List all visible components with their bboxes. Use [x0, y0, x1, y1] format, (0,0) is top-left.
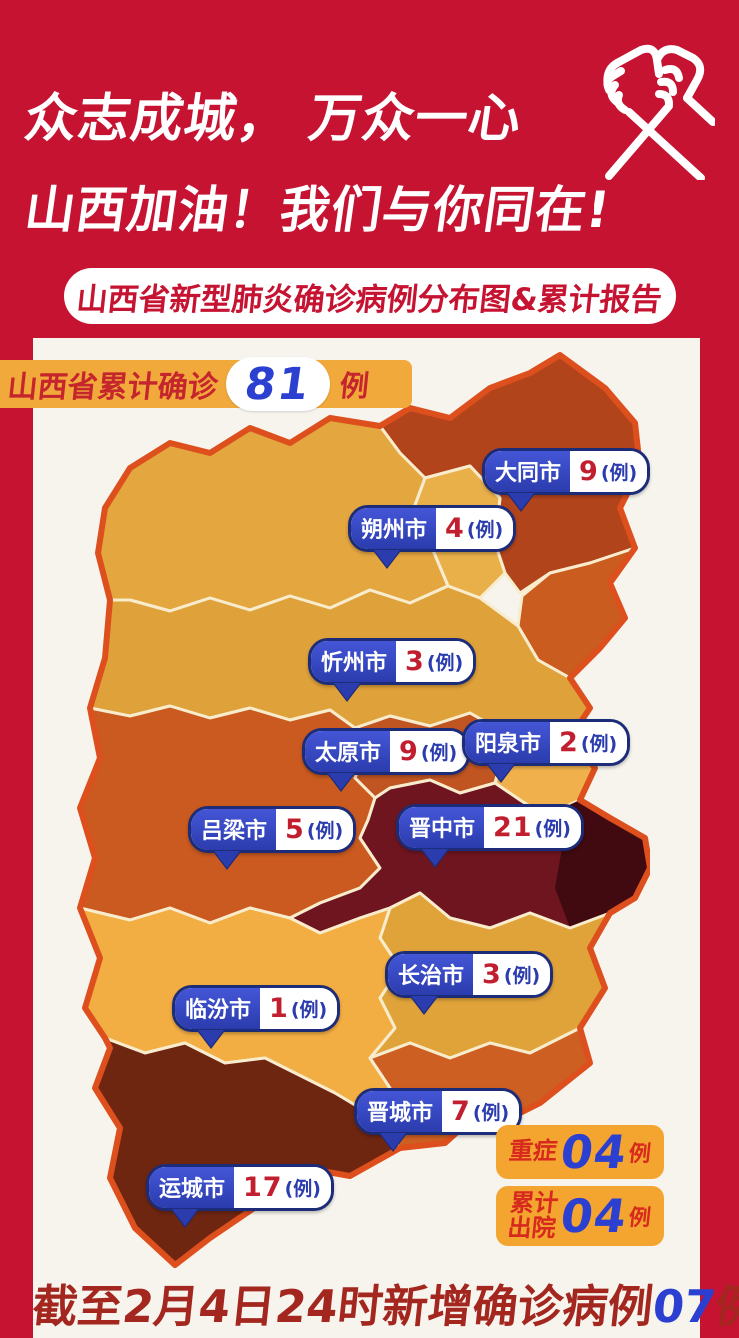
city-label-datong: 大同市 9 (例)	[482, 448, 651, 510]
city-count: 4	[445, 512, 465, 544]
city-name: 运城市	[149, 1167, 235, 1208]
city-unit: (例)	[472, 1101, 510, 1124]
city-unit: (例)	[426, 651, 464, 674]
label-pointer	[411, 996, 437, 1013]
city-label-yangquan: 阳泉市 2 (例)	[462, 719, 631, 781]
footer-banner: 截至2月4日24时新增确诊病例07例	[29, 1270, 739, 1335]
city-unit: (例)	[503, 964, 541, 987]
subtitle-text: 山西省新型肺炎确诊病例分布图&累计报告	[75, 281, 665, 318]
city-name: 大同市	[485, 451, 571, 492]
stat-unit: 例	[627, 1206, 653, 1231]
stat-count: 04	[557, 1125, 631, 1179]
label-pointer	[214, 851, 240, 868]
label-pointer	[198, 1030, 224, 1047]
city-unit: (例)	[284, 1177, 321, 1200]
city-count: 2	[559, 726, 579, 758]
city-unit: (例)	[466, 518, 504, 541]
label-pointer	[422, 849, 448, 866]
city-unit: (例)	[420, 741, 458, 764]
city-count: 9	[579, 455, 599, 487]
city-name: 朔州市	[351, 508, 437, 549]
city-unit: (例)	[580, 732, 618, 755]
city-count: 9	[399, 735, 419, 767]
city-unit: (例)	[306, 819, 344, 842]
clasped-hands-icon	[595, 30, 717, 184]
city-label-taiyuan: 太原市 9 (例)	[302, 728, 471, 790]
summary-count-pill: 81	[226, 357, 330, 411]
city-count: 3	[482, 958, 502, 990]
header-title-line2: 山西加油！我们与你同在!	[21, 181, 615, 239]
city-count: 1	[269, 992, 289, 1024]
summary-count: 81	[241, 358, 315, 410]
city-label-linfen: 临汾市 1 (例)	[172, 985, 341, 1047]
city-unit: (例)	[290, 998, 328, 1021]
stat-label: 累计 出院	[506, 1188, 560, 1242]
stat-count: 04	[557, 1189, 631, 1243]
stat-box-discharged: 累计 出院 04 例	[496, 1186, 664, 1246]
city-label-jincheng: 晋城市 7 (例)	[354, 1088, 523, 1150]
city-label-shuozhou: 朔州市 4 (例)	[348, 505, 517, 567]
city-label-yuncheng: 运城市 17 (例)	[146, 1164, 334, 1226]
city-unit: (例)	[600, 461, 638, 484]
summary-badge-label: 山西省累计确诊	[5, 370, 220, 405]
label-pointer	[380, 1133, 406, 1150]
label-pointer	[334, 683, 360, 700]
footer-count: 07	[650, 1280, 719, 1333]
label-pointer	[374, 550, 400, 567]
city-unit: (例)	[534, 817, 571, 840]
summary-unit: 例	[338, 369, 371, 403]
city-count: 17	[243, 1171, 283, 1203]
city-label-lvliang: 吕梁市 5 (例)	[188, 806, 357, 868]
city-name: 太原市	[305, 731, 391, 772]
city-count: 7	[451, 1095, 471, 1127]
stat-label: 重症	[507, 1137, 559, 1166]
city-label-changzhi: 长治市 3 (例)	[385, 951, 554, 1013]
city-name: 阳泉市	[465, 722, 551, 763]
city-label-jinzhong: 晋中市 21 (例)	[396, 804, 584, 866]
city-name: 忻州市	[311, 641, 397, 682]
city-name: 临汾市	[175, 988, 261, 1029]
province-outline	[77, 352, 650, 1268]
city-label-xinzhou: 忻州市 3 (例)	[308, 638, 477, 700]
city-name: 晋中市	[399, 807, 485, 848]
header-title-line1: 众志成城， 万众一心	[21, 89, 526, 149]
subtitle-banner: 山西省新型肺炎确诊病例分布图&累计报告	[64, 268, 676, 324]
stat-unit: 例	[627, 1142, 653, 1167]
stat-box-severe: 重症 04 例	[496, 1125, 664, 1179]
label-pointer	[172, 1209, 198, 1226]
city-count: 21	[493, 811, 533, 843]
city-name: 吕梁市	[191, 809, 277, 850]
label-pointer	[488, 764, 514, 781]
label-pointer	[328, 773, 354, 790]
label-pointer	[508, 493, 534, 510]
city-count: 3	[405, 645, 425, 677]
footer-text: 截至2月4日24时新增确诊病例	[29, 1280, 656, 1333]
summary-badge: 山西省累计确诊 81 例	[0, 357, 412, 411]
city-name: 长治市	[388, 954, 474, 995]
city-name: 晋城市	[357, 1091, 443, 1132]
city-count: 5	[285, 813, 305, 845]
